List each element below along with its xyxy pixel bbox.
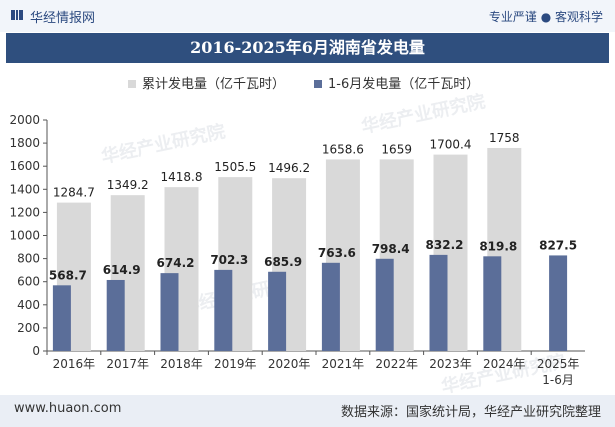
y-tick-label: 400: [17, 298, 40, 312]
y-tick-label: 1400: [9, 182, 40, 196]
legend-label-cumulative: 累计发电量（亿千瓦时）: [142, 77, 286, 92]
bar-half-year: [549, 255, 568, 351]
title-bar: 2016-2025年6月湖南省发电量: [6, 33, 609, 63]
data-label-half-year: 763.6: [318, 246, 356, 260]
x-tick-label: 2022年: [375, 357, 418, 371]
top-bar: 华经情报网 专业严谨 ● 客观科学: [0, 0, 615, 32]
y-tick-label: 1000: [9, 229, 40, 243]
bar-half-year: [483, 256, 502, 351]
x-tick-label: 2020年: [268, 357, 311, 371]
x-tick-label: 2019年: [214, 357, 257, 371]
data-label-cumulative: 1418.8: [161, 170, 203, 184]
legend-swatch-cumulative: [128, 79, 136, 88]
y-tick-label: 1200: [9, 205, 40, 219]
bar-half-year: [375, 258, 394, 351]
data-label-half-year: 819.8: [479, 239, 517, 253]
y-tick-label: 0: [32, 344, 40, 358]
bar-half-year: [214, 269, 233, 351]
data-label-half-year: 832.2: [426, 238, 464, 252]
legend: 累计发电量（亿千瓦时） 1-6月发电量（亿千瓦时）: [0, 76, 615, 94]
y-tick-label: 200: [17, 321, 40, 335]
data-label-cumulative: 1284.7: [53, 186, 95, 200]
data-label-half-year: 674.2: [157, 256, 195, 270]
data-label-cumulative: 1758: [489, 131, 520, 145]
data-label-half-year: 827.5: [539, 238, 577, 252]
data-label-half-year: 702.3: [210, 253, 248, 267]
y-tick-label: 600: [17, 275, 40, 289]
data-label-cumulative: 1659: [381, 142, 412, 156]
chart-title: 2016-2025年6月湖南省发电量: [190, 38, 425, 57]
x-tick-label: 2018年: [160, 357, 203, 371]
y-tick-label: 1800: [9, 136, 40, 150]
bar-chart: 0 200 400 600 800 1000 1200 1400 1600 1800 2000 128…: [9, 113, 585, 387]
data-label-half-year: 568.7: [49, 268, 87, 282]
data-label-cumulative: 1658.6: [322, 142, 364, 156]
bar-half-year: [321, 262, 340, 351]
x-tick-label: 2024年: [483, 357, 526, 371]
legend-item-half-year: 1-6月发电量（亿千瓦时）: [314, 76, 479, 94]
x-tick-label: 2017年: [106, 357, 149, 371]
data-label-cumulative: 1349.2: [107, 178, 149, 192]
x-tick-label: 2023年: [429, 357, 472, 371]
bar-half-year: [429, 254, 448, 351]
legend-label-half-year: 1-6月发电量（亿千瓦时）: [328, 77, 480, 92]
data-label-half-year: 614.9: [103, 263, 141, 277]
footer-source: 数据来源：国家统计局，华经产业研究院整理: [340, 405, 601, 420]
x-tick-label: 2021年: [322, 357, 365, 371]
data-label-cumulative: 1505.5: [214, 160, 256, 174]
y-tick-label: 800: [17, 252, 40, 266]
data-label-cumulative: 1700.4: [430, 138, 472, 152]
legend-item-cumulative: 累计发电量（亿千瓦时）: [128, 76, 285, 94]
site-name: 华经情报网: [30, 11, 96, 26]
bar-half-year: [106, 279, 125, 351]
x-tick-label: 1-6月: [542, 373, 574, 387]
legend-swatch-half-year: [314, 79, 322, 88]
x-tick-label: 2016年: [53, 357, 96, 371]
data-label-cumulative: 1496.2: [268, 161, 310, 175]
bar-half-year: [268, 271, 287, 351]
data-label-half-year: 685.9: [264, 255, 302, 269]
huajing-logo-icon: [11, 10, 23, 20]
footer: www.huaon.com 数据来源：国家统计局，华经产业研究院整理: [0, 395, 615, 427]
bar-half-year: [52, 285, 71, 351]
bar-half-year: [160, 273, 179, 351]
data-label-half-year: 798.4: [372, 242, 410, 256]
footer-website: www.huaon.com: [14, 401, 122, 416]
y-tick-label: 2000: [9, 113, 40, 127]
y-tick-label: 1600: [9, 159, 40, 173]
tagline: 专业严谨 ● 客观科学: [488, 10, 603, 24]
x-tick-label: 2025年: [537, 357, 580, 371]
